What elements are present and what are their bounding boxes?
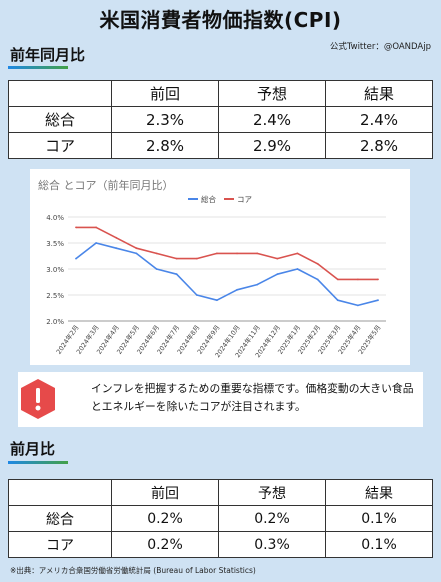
- twitter-credit: 公式Twitter：@OANDAjp: [329, 42, 431, 52]
- yoy-section-title: 前年同月比: [10, 46, 86, 64]
- legend-label: 総合: [201, 194, 216, 204]
- data-point: [336, 278, 339, 281]
- row-label-headline: 総合: [8, 106, 112, 133]
- data-point: [316, 278, 319, 281]
- column-header-result: 結果: [325, 80, 433, 107]
- y-tick-label: 3.5%: [46, 240, 64, 248]
- chart-series: [75, 226, 379, 307]
- data-point: [256, 283, 259, 286]
- data-point: [356, 278, 359, 281]
- legend-label: コア: [237, 195, 252, 204]
- yoy-table: 前回 予想 結果 総合 2.3% 2.4% 2.4% コア 2.8% 2.9% …: [8, 80, 433, 159]
- data-point: [195, 257, 198, 260]
- cell-result: 2.8%: [325, 132, 433, 159]
- chart-x-axis: 2024年2月2024年3月2024年4月2024年5月2024年6月2024年…: [54, 323, 383, 359]
- y-tick-label: 3.0%: [46, 266, 64, 274]
- column-header-forecast: 予想: [218, 80, 326, 107]
- data-point: [256, 252, 259, 255]
- data-point: [95, 226, 98, 229]
- y-tick-label: 2.0%: [46, 318, 64, 326]
- data-point: [276, 273, 279, 276]
- data-point: [175, 273, 178, 276]
- page-title: 米国消費者物価指数(CPI): [99, 8, 342, 32]
- data-point: [377, 299, 379, 302]
- cell-forecast: 2.9%: [218, 132, 326, 159]
- source-note: ※出典：アメリカ合衆国労働省労働統計局 (Bureau of Labor Sta…: [10, 566, 256, 575]
- column-header-forecast: 予想: [218, 479, 326, 506]
- data-point: [336, 299, 339, 302]
- data-point: [95, 242, 98, 244]
- data-point: [296, 252, 299, 255]
- cell-forecast: 2.4%: [218, 106, 326, 133]
- data-point: [115, 247, 118, 250]
- cell-forecast: 0.2%: [218, 505, 326, 532]
- data-point: [155, 252, 158, 255]
- data-point: [236, 288, 238, 291]
- data-point: [377, 278, 379, 281]
- series-line-headline: [75, 242, 379, 307]
- table-row: 総合 0.2% 0.2% 0.1%: [8, 505, 433, 532]
- column-header-result: 結果: [325, 479, 433, 506]
- cell-previous: 2.3%: [111, 106, 219, 133]
- chart-y-axis: 4.0% 3.5% 3.0% 2.5% 2.0%: [46, 214, 64, 326]
- row-label-core: コア: [8, 531, 112, 558]
- chart-grid: [68, 216, 386, 322]
- data-point: [135, 252, 138, 255]
- series-line-core: [76, 226, 378, 281]
- cell-forecast: 0.3%: [218, 531, 326, 558]
- note-card: インフレを把握するための重要な指標です。価格変動の大きい食品とエネルギーを除いた…: [18, 372, 423, 427]
- data-point: [236, 252, 238, 255]
- mom-table: 前回 予想 結果 総合 0.2% 0.2% 0.1% コア 0.2% 0.3% …: [8, 479, 433, 558]
- cell-result: 0.1%: [325, 531, 433, 558]
- data-point: [75, 226, 77, 229]
- row-label-headline: 総合: [8, 505, 112, 532]
- data-point: [296, 268, 299, 270]
- data-point: [135, 247, 138, 250]
- column-header-previous: 前回: [111, 80, 219, 107]
- data-point: [75, 257, 77, 260]
- data-point: [195, 294, 198, 296]
- y-tick-label: 2.5%: [46, 292, 64, 300]
- data-point: [276, 257, 279, 260]
- data-point: [175, 257, 178, 260]
- chart-title: 総合 とコア（前年同月比）: [38, 178, 174, 192]
- data-point: [316, 262, 319, 265]
- cell-previous: 0.2%: [111, 531, 219, 558]
- row-label-core: コア: [8, 132, 112, 159]
- mom-section-title: 前月比: [10, 440, 56, 458]
- y-tick-label: 4.0%: [46, 214, 64, 222]
- cell-result: 0.1%: [325, 505, 433, 532]
- table-header-row: 前回 予想 結果: [8, 80, 433, 107]
- data-point: [115, 236, 118, 239]
- header-blank-cell: [8, 80, 112, 107]
- data-point: [155, 268, 158, 270]
- table-row: コア 2.8% 2.9% 2.8%: [8, 132, 433, 159]
- table-header-row: 前回 予想 結果: [8, 479, 433, 506]
- table-row: コア 0.2% 0.3% 0.1%: [8, 531, 433, 558]
- note-text: インフレを把握するための重要な指標です。価格変動の大きい食品とエネルギーを除いた…: [91, 382, 414, 413]
- data-point: [356, 304, 359, 307]
- cpi-line-chart-card: 総合 とコア（前年同月比） 総合 コア 4.0% 3.5% 3.0% 2.5% 2.0% …: [30, 169, 410, 365]
- warning-icon: [21, 379, 55, 419]
- cell-previous: 0.2%: [111, 505, 219, 532]
- mom-title-underline: [8, 461, 68, 464]
- data-point: [216, 252, 218, 255]
- table-row: 総合 2.3% 2.4% 2.4%: [8, 106, 433, 133]
- cell-result: 2.4%: [325, 106, 433, 133]
- header-blank-cell: [8, 479, 112, 506]
- cell-previous: 2.8%: [111, 132, 219, 159]
- chart-legend: 総合 コア: [188, 194, 252, 204]
- column-header-previous: 前回: [111, 479, 219, 506]
- data-point: [216, 299, 218, 302]
- yoy-title-underline: [8, 66, 68, 69]
- cpi-line-chart: 総合 とコア（前年同月比） 総合 コア 4.0%3.5%3.0%2.5%2.0% …: [38, 178, 386, 359]
